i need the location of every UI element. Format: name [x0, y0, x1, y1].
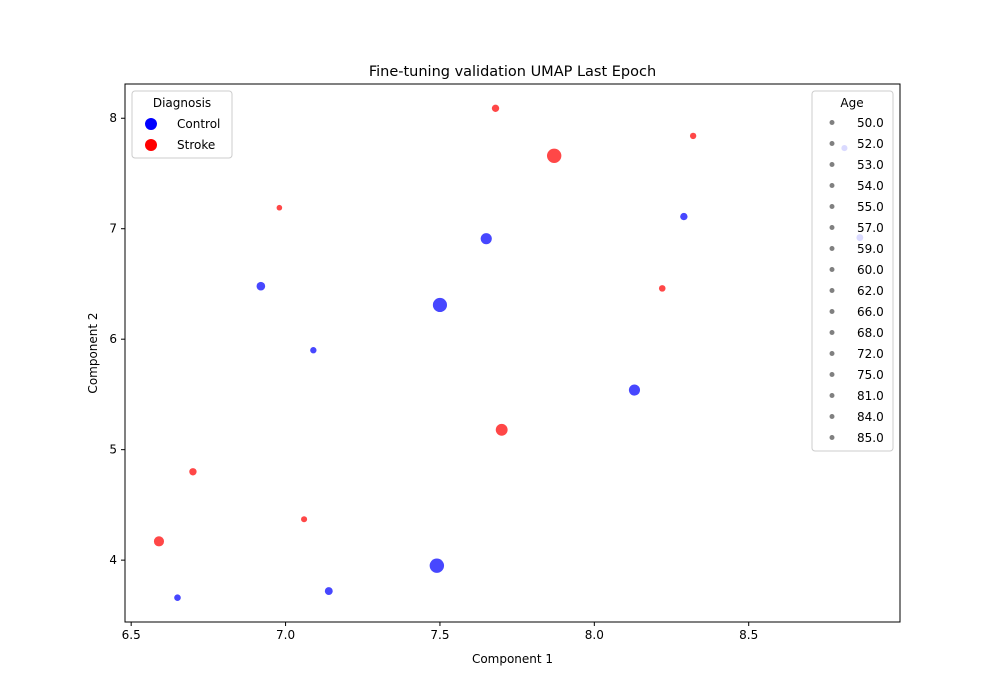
- plot-frame: [124, 83, 901, 623]
- age-legend-label-11: 72.0: [857, 347, 884, 361]
- x-tick-label-1: 7.0: [276, 628, 295, 642]
- point-control-1: [324, 587, 333, 595]
- age-legend-marker-2: [829, 162, 835, 167]
- age-legend-label-9: 66.0: [857, 305, 884, 319]
- age-legend-label-13: 81.0: [857, 389, 884, 403]
- x-axis-label: Component 1: [472, 652, 553, 666]
- point-control-4: [310, 347, 317, 354]
- age-legend-title: Age: [840, 96, 863, 110]
- age-legend-label-10: 68.0: [857, 326, 884, 340]
- age-legend-marker-9: [829, 309, 835, 314]
- age-legend-marker-1: [829, 141, 835, 146]
- point-stroke-1: [189, 468, 197, 476]
- legend-marker-stroke: [145, 139, 157, 151]
- age-legend-marker-10: [829, 330, 835, 335]
- point-control-3: [256, 281, 266, 291]
- point-stroke-6: [546, 148, 562, 164]
- age-legend-marker-14: [829, 414, 835, 419]
- age-legend-label-4: 55.0: [857, 200, 884, 214]
- age-legend-label-14: 84.0: [857, 410, 884, 424]
- age-legend-marker-11: [829, 351, 835, 356]
- y-tick-label-0: 4: [109, 553, 117, 567]
- age-legend-label-15: 85.0: [857, 431, 884, 445]
- age-legend-label-5: 57.0: [857, 221, 884, 235]
- y-axis-label: Component 2: [86, 312, 100, 393]
- x-tick-label-2: 7.5: [430, 628, 449, 642]
- age-legend-label-0: 50.0: [857, 116, 884, 130]
- point-stroke-7: [658, 285, 666, 292]
- age-legend-label-1: 52.0: [857, 137, 884, 151]
- point-stroke-0: [153, 536, 165, 547]
- diagnosis-legend: Diagnosis Control Stroke: [131, 90, 233, 159]
- point-control-8: [680, 212, 688, 221]
- point-control-6: [480, 233, 492, 245]
- age-legend-label-12: 75.0: [857, 368, 884, 382]
- x-tick-label-0: 6.5: [122, 628, 141, 642]
- y-tick-label-3: 7: [109, 222, 117, 236]
- y-tick-label-4: 8: [109, 111, 117, 125]
- point-stroke-5: [495, 423, 508, 436]
- points-layer: [153, 104, 864, 601]
- point-control-7: [628, 384, 641, 396]
- point-stroke-2: [276, 204, 283, 211]
- age-legend-marker-15: [829, 435, 835, 440]
- age-legend-label-8: 62.0: [857, 284, 884, 298]
- age-legend-label-3: 54.0: [857, 179, 884, 193]
- y-tick-label-2: 6: [109, 332, 117, 346]
- age-legend-label-6: 59.0: [857, 242, 884, 256]
- age-legend-marker-5: [829, 225, 835, 230]
- age-legend-label-7: 60.0: [857, 263, 884, 277]
- age-legend-marker-6: [829, 246, 835, 251]
- age-legend-marker-3: [829, 183, 835, 188]
- age-legend-marker-7: [829, 267, 835, 272]
- age-legend-label-2: 53.0: [857, 158, 884, 172]
- age-legend-marker-4: [829, 204, 835, 209]
- point-control-0: [174, 594, 181, 601]
- point-stroke-4: [491, 104, 500, 112]
- age-legend-marker-12: [829, 372, 835, 377]
- y-tick-label-1: 5: [109, 443, 117, 457]
- x-tick-label-4: 8.5: [739, 628, 758, 642]
- x-axis-ticks: 6.5 7.0 7.5 8.0 8.5: [122, 622, 758, 642]
- chart-title: Fine-tuning validation UMAP Last Epoch: [369, 64, 656, 80]
- age-legend-marker-13: [829, 393, 835, 398]
- age-legend-marker-8: [829, 288, 835, 293]
- point-control-5: [432, 297, 448, 313]
- age-legend: Age 50.0 52.0 53.0 54.0 55.0 57.0 59.0 60.0 62.0…: [811, 90, 894, 452]
- legend-label-stroke: Stroke: [177, 138, 215, 152]
- x-tick-label-3: 8.0: [585, 628, 604, 642]
- diagnosis-legend-title: Diagnosis: [153, 96, 211, 110]
- legend-label-control: Control: [177, 117, 220, 131]
- point-stroke-8: [689, 132, 697, 140]
- age-legend-marker-0: [829, 120, 835, 125]
- y-axis-ticks: 4 5 6 7 8: [109, 111, 125, 567]
- legend-marker-control: [145, 118, 157, 130]
- point-stroke-3: [301, 516, 308, 523]
- point-control-2: [429, 558, 445, 573]
